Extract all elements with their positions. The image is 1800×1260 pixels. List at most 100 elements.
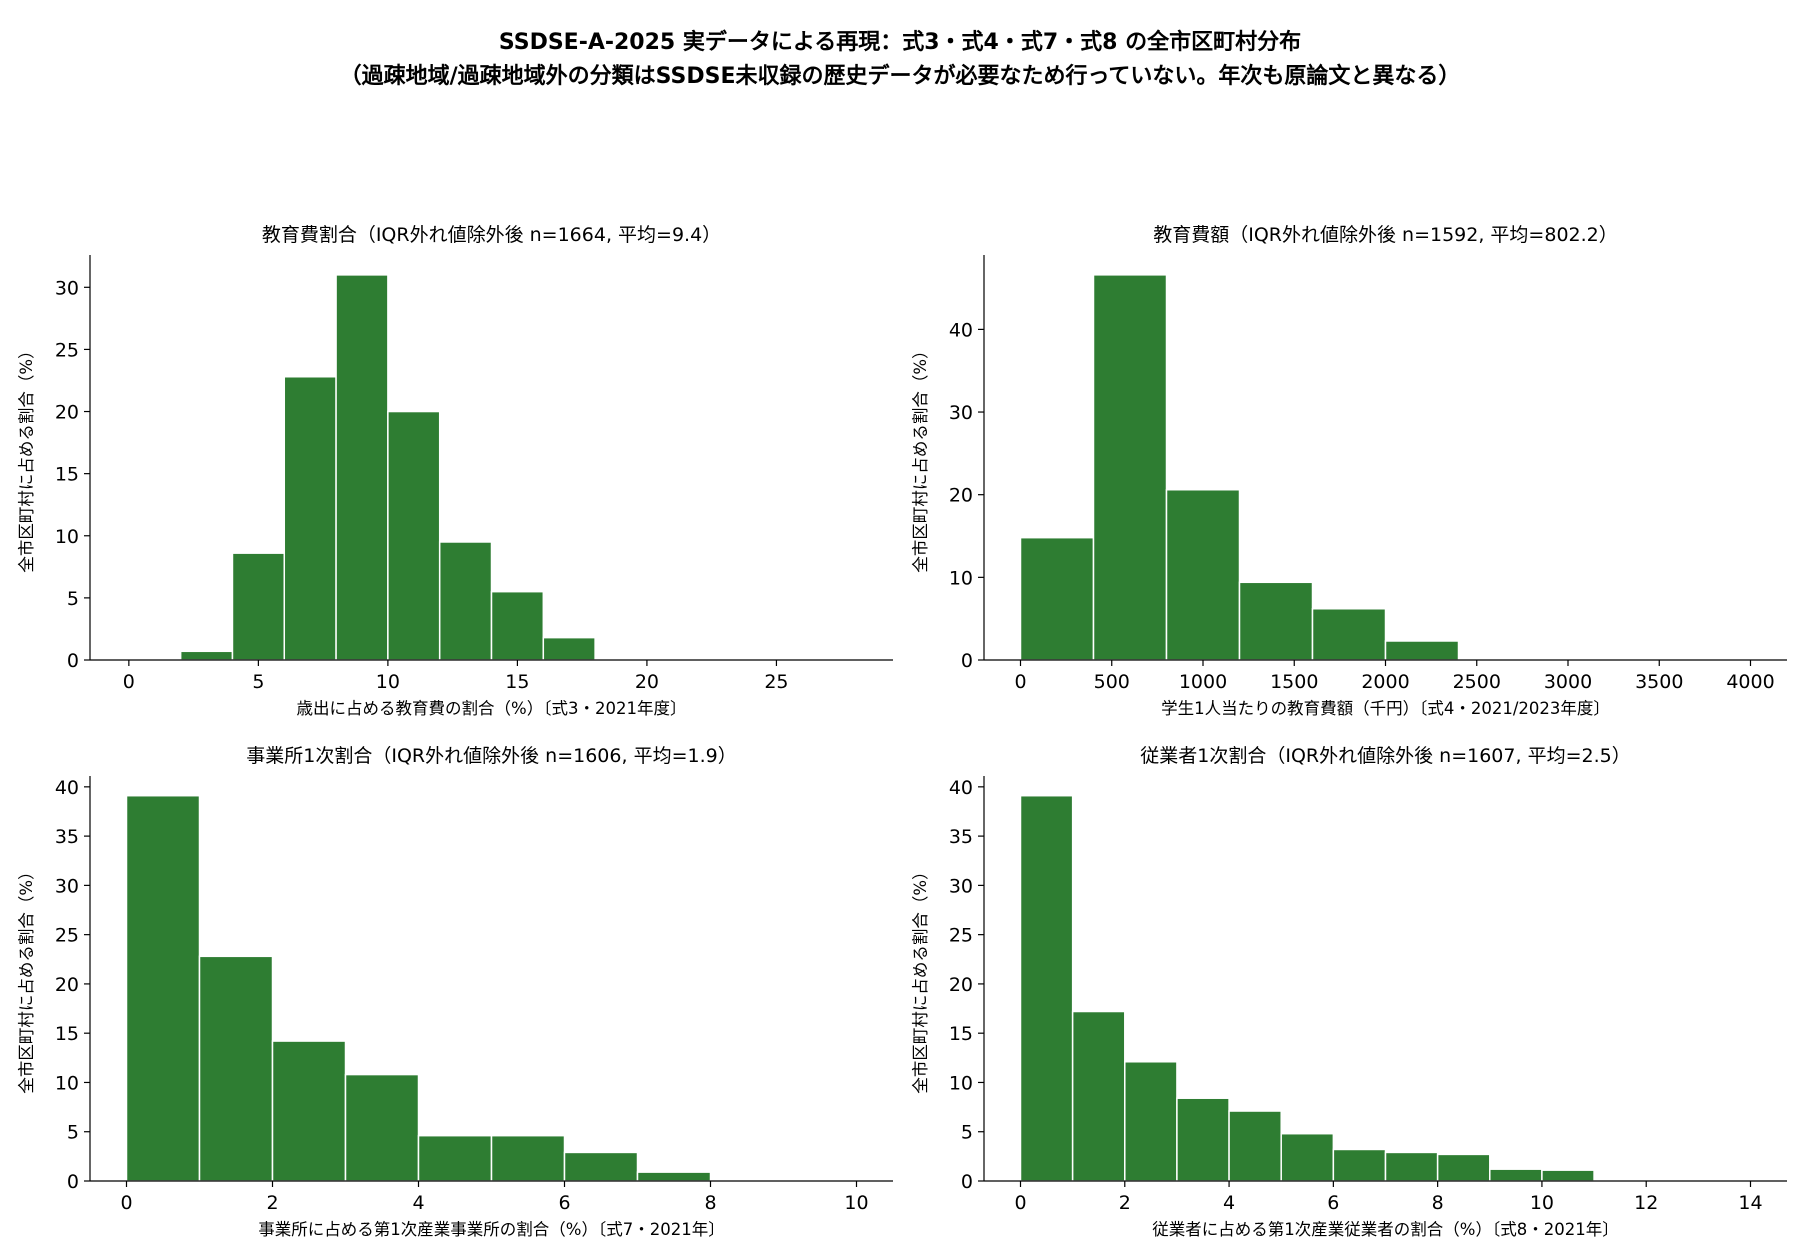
- x-tick-label: 10: [844, 1192, 868, 1214]
- chart-title: 教育費割合（IQR外れ値除外後 n=1664, 平均=9.4）: [262, 224, 721, 246]
- y-tick-label: 0: [961, 650, 973, 672]
- histogram-bar: [636, 1171, 712, 1182]
- histogram-bar: [1071, 1010, 1126, 1182]
- chart-panel-1: 0 5 10 15 20 25 0 5 10 15 20 25 30 教育費割合（IQR外れ値除外後 n=…: [17, 224, 893, 718]
- x-tick-label: 20: [635, 671, 659, 693]
- x-tick-label: 2: [266, 1192, 278, 1214]
- x-tick-label: 4: [412, 1192, 424, 1214]
- y-tick-label: 5: [961, 1122, 973, 1144]
- y-tick-label: 15: [55, 1023, 79, 1045]
- y-tick-label: 25: [55, 339, 79, 361]
- histogram-bar: [283, 375, 337, 661]
- y-tick-label: 40: [949, 777, 973, 799]
- y-tick-label: 5: [67, 588, 79, 610]
- x-tick-label: 8: [704, 1192, 716, 1214]
- histogram-bar: [1019, 536, 1095, 661]
- histogram-bar: [1311, 608, 1387, 661]
- histogram-bar: [1541, 1169, 1595, 1182]
- histogram-bar: [387, 410, 441, 661]
- histogram-bar: [1436, 1153, 1491, 1182]
- histogram-bar: [344, 1073, 420, 1182]
- x-axis-label: 事業所に占める第1次産業事業所の割合（%）〔式7・2021年〕: [258, 1220, 724, 1239]
- x-tick-label: 25: [764, 671, 788, 693]
- chart-title: 従業者1次割合（IQR外れ値除外後 n=1607, 平均=2.5）: [1140, 745, 1630, 767]
- chart-panel-4: 0 2 4 6 8 10 12 14 0 5 10 15 20 25 30 35 40 従業者1次割合（IQR外れ…: [911, 745, 1787, 1239]
- figure-title-line1: SSDSE-A-2025 実データによる再現：式3・式4・式7・式8 の全市区町…: [498, 30, 1302, 55]
- y-tick-label: 20: [55, 402, 79, 424]
- x-tick-label: 3500: [1635, 671, 1683, 693]
- y-tick-label: 25: [949, 925, 973, 947]
- figure-title-line2: （過疎地域/過疎地域外の分類はSSDSE未収録の歴史データが必要なため行っていな…: [339, 64, 1461, 89]
- x-tick-label: 4: [1223, 1192, 1235, 1214]
- histogram-bar: [1489, 1168, 1543, 1182]
- y-axis-label: 全市区町村に占める割合（%）: [911, 863, 930, 1093]
- x-tick-label: 10: [376, 671, 400, 693]
- histogram-bar: [490, 590, 545, 661]
- y-tick-label: 35: [55, 826, 79, 848]
- y-tick-label: 35: [949, 826, 973, 848]
- x-tick-label: 2: [1119, 1192, 1131, 1214]
- x-tick-label: 0: [1014, 1192, 1026, 1214]
- x-tick-label: 1500: [1270, 671, 1318, 693]
- histogram-bar: [490, 1134, 566, 1182]
- chart-title: 事業所1次割合（IQR外れ値除外後 n=1606, 平均=1.9）: [246, 745, 736, 767]
- x-tick-label: 6: [1327, 1192, 1339, 1214]
- y-tick-label: 40: [55, 777, 79, 799]
- x-tick-label: 15: [505, 671, 529, 693]
- y-tick-label: 5: [67, 1122, 79, 1144]
- histogram-bar: [438, 541, 493, 661]
- histogram-bar: [179, 650, 234, 661]
- x-tick-label: 14: [1738, 1192, 1762, 1214]
- x-tick-label: 0: [123, 671, 135, 693]
- y-tick-label: 20: [949, 974, 973, 996]
- y-tick-label: 15: [55, 464, 79, 486]
- y-axis-label: 全市区町村に占める割合（%）: [17, 863, 36, 1093]
- x-tick-label: 2000: [1361, 671, 1409, 693]
- y-tick-label: 20: [949, 485, 973, 507]
- histogram-bar: [1384, 640, 1460, 661]
- x-tick-label: 3000: [1544, 671, 1592, 693]
- histogram-bar: [563, 1151, 639, 1182]
- x-tick-label: 500: [1094, 671, 1130, 693]
- histogram-bar: [1165, 488, 1241, 661]
- histogram-bar: [271, 1040, 347, 1182]
- histogram-bar: [231, 552, 286, 661]
- x-tick-label: 4000: [1726, 671, 1774, 693]
- x-tick-label: 6: [558, 1192, 570, 1214]
- x-axis-label: 従業者に占める第1次産業従業者の割合（%）〔式8・2021年〕: [1152, 1220, 1618, 1239]
- chart-panel-3: 0 2 4 6 8 10 0 5 10 15 20 25 30 35 40 事業所1次割合（IQR外れ値除外後…: [17, 745, 893, 1239]
- histogram-bar: [1228, 1110, 1282, 1182]
- y-tick-label: 10: [55, 1072, 79, 1094]
- y-tick-label: 20: [55, 974, 79, 996]
- x-tick-label: 2500: [1453, 671, 1501, 693]
- y-tick-label: 30: [55, 875, 79, 897]
- y-tick-label: 30: [949, 875, 973, 897]
- y-tick-label: 0: [67, 1171, 79, 1193]
- y-tick-label: 10: [949, 567, 973, 589]
- x-tick-label: 0: [1014, 671, 1026, 693]
- chart-title: 教育費額（IQR外れ値除外後 n=1592, 平均=802.2）: [1153, 224, 1618, 246]
- x-tick-label: 5: [252, 671, 264, 693]
- histogram-bar: [1092, 274, 1168, 661]
- y-tick-label: 30: [55, 277, 79, 299]
- x-axis-label: 学生1人当たりの教育費額（千円）〔式4・2021/2023年度〕: [1161, 699, 1610, 718]
- y-tick-label: 10: [55, 526, 79, 548]
- chart-panel-2: 0 500 1000 1500 2000 2500 3000 3500 4000 0 10 20 30 4…: [911, 224, 1787, 718]
- figure-title: SSDSE-A-2025 実データによる再現：式3・式4・式7・式8 の全市区町…: [0, 26, 1800, 94]
- y-tick-label: 40: [949, 319, 973, 341]
- histogram-bar: [542, 636, 596, 661]
- x-axis-label: 歳出に占める教育費の割合（%）〔式3・2021年度〕: [297, 699, 687, 718]
- y-tick-label: 0: [67, 650, 79, 672]
- y-tick-label: 0: [961, 1171, 973, 1193]
- histogram-bar: [198, 955, 274, 1182]
- histogram-bar: [335, 274, 389, 661]
- y-tick-label: 25: [55, 925, 79, 947]
- histogram-bar: [125, 794, 201, 1182]
- x-tick-label: 1000: [1179, 671, 1227, 693]
- histogram-bar: [1238, 581, 1314, 661]
- y-tick-label: 15: [949, 1023, 973, 1045]
- histogram-bar: [417, 1134, 493, 1182]
- histogram-bar: [1332, 1148, 1387, 1182]
- histogram-bar: [1280, 1132, 1335, 1182]
